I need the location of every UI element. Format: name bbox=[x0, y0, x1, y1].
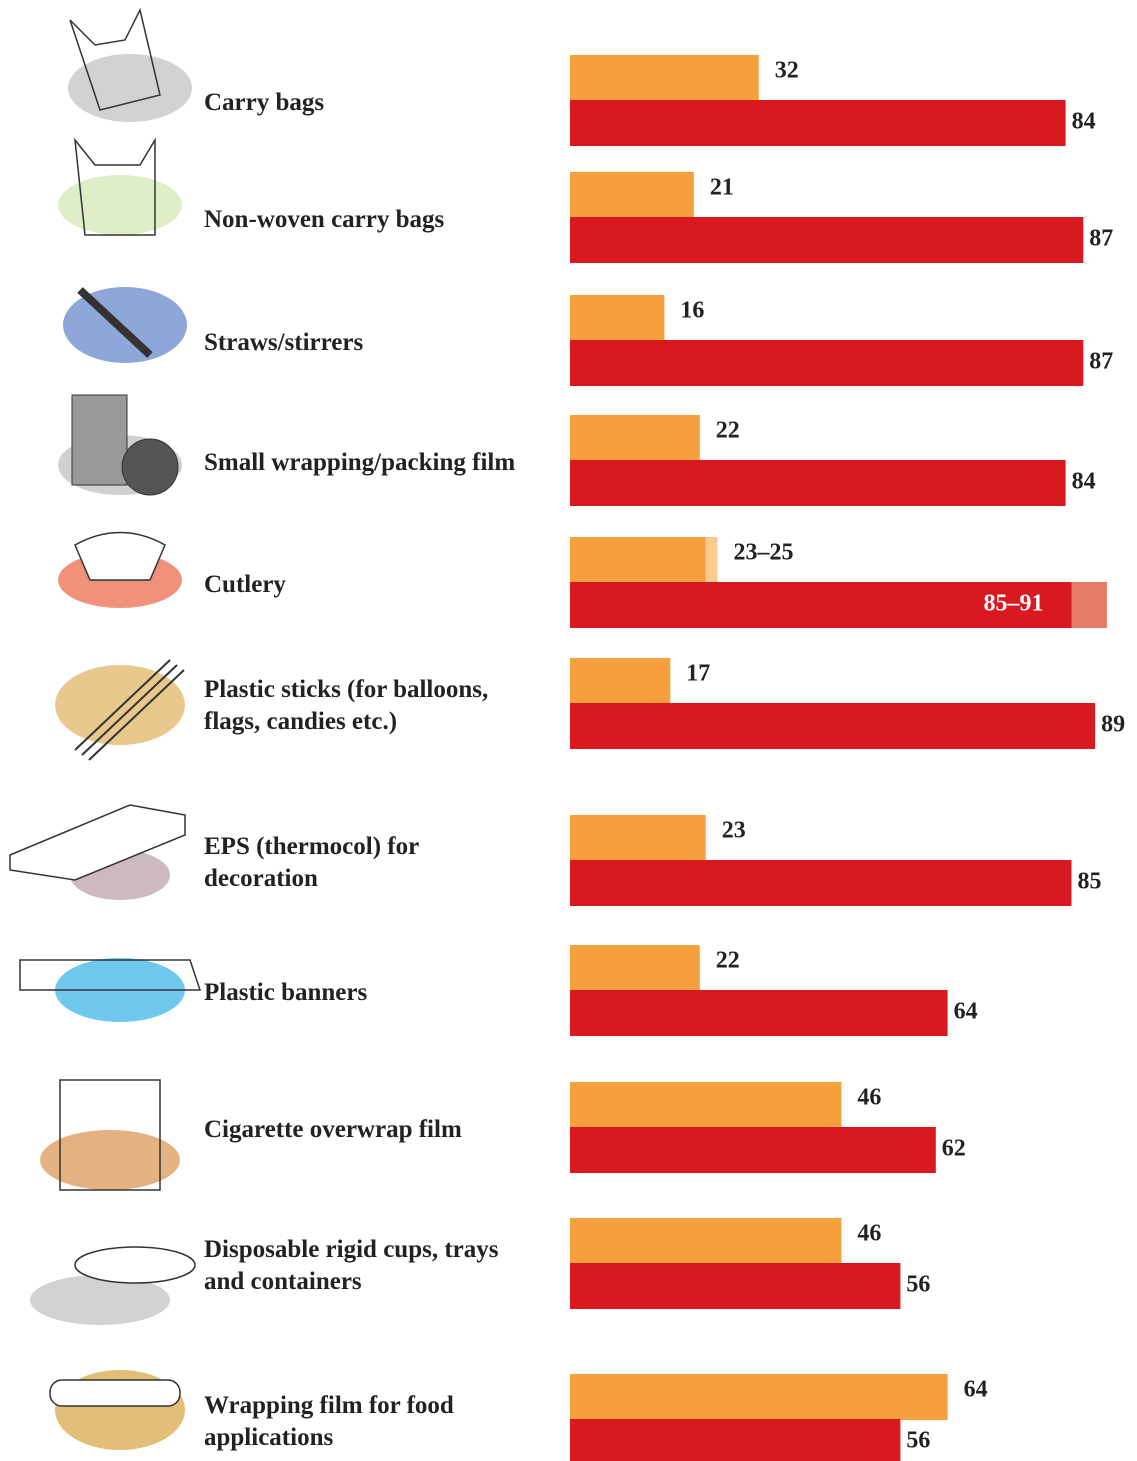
icon bbox=[19, 959, 202, 991]
bar-range bbox=[1071, 582, 1107, 628]
value-label: 85 bbox=[1078, 869, 1102, 895]
category-label: Cigarette overwrap film bbox=[204, 1116, 462, 1143]
value-label: 56 bbox=[906, 1428, 930, 1454]
value-label: 17 bbox=[686, 661, 710, 687]
icon bbox=[63, 287, 187, 363]
bar bbox=[570, 1263, 901, 1309]
icon bbox=[59, 1079, 161, 1191]
bar bbox=[570, 703, 1096, 749]
value-label: 62 bbox=[942, 1136, 966, 1162]
icon bbox=[40, 1130, 180, 1190]
value-label: 64 bbox=[954, 999, 978, 1025]
value-label: 84 bbox=[1072, 109, 1096, 135]
value-label: 56 bbox=[906, 1272, 930, 1298]
bar bbox=[570, 1374, 948, 1420]
category-label: Plastic sticks (for balloons, flags, can… bbox=[204, 676, 489, 735]
value-label: 16 bbox=[680, 298, 704, 324]
bar bbox=[570, 295, 665, 341]
icon bbox=[49, 1379, 181, 1407]
icon bbox=[71, 394, 128, 486]
value-label: 32 bbox=[775, 58, 799, 84]
bar bbox=[570, 1419, 901, 1461]
bar bbox=[570, 945, 700, 991]
icon bbox=[58, 175, 182, 235]
value-label: 23–25 bbox=[734, 540, 794, 566]
icon bbox=[9, 804, 186, 881]
category-label: Cutlery bbox=[204, 571, 286, 598]
bar bbox=[570, 860, 1072, 906]
icon bbox=[73, 137, 156, 236]
value-label: 46 bbox=[857, 1085, 881, 1111]
bar bbox=[570, 990, 948, 1036]
bar bbox=[570, 1127, 936, 1173]
icon bbox=[68, 54, 192, 122]
category-label: Carry bags bbox=[204, 89, 325, 116]
icon bbox=[74, 531, 166, 581]
bar bbox=[570, 658, 671, 704]
bar bbox=[570, 172, 694, 218]
category-label: Wrapping film for food applications bbox=[204, 1392, 454, 1451]
value-label: 23 bbox=[722, 818, 746, 844]
value-label: 22 bbox=[716, 948, 740, 974]
value-label: 84 bbox=[1072, 469, 1096, 495]
value-label: 89 bbox=[1101, 712, 1125, 738]
icons bbox=[9, 7, 202, 1450]
bar bbox=[570, 217, 1084, 263]
bar-range bbox=[705, 537, 718, 583]
value-label: 46 bbox=[857, 1221, 881, 1247]
bar bbox=[570, 100, 1066, 146]
icon bbox=[55, 665, 185, 745]
icon bbox=[74, 659, 185, 761]
category-label: Plastic banners bbox=[204, 979, 368, 1006]
bar bbox=[570, 55, 759, 101]
value-label: 87 bbox=[1089, 349, 1113, 375]
value-label: 21 bbox=[710, 175, 734, 201]
category-label: Non-woven carry bags bbox=[204, 206, 445, 233]
category-label: Disposable rigid cups, trays and contain… bbox=[204, 1236, 499, 1295]
category-label: Straws/stirrers bbox=[204, 329, 364, 356]
bar bbox=[570, 815, 706, 861]
category-label: Small wrapping/packing film bbox=[204, 449, 516, 476]
bar bbox=[570, 537, 706, 583]
icon bbox=[121, 438, 179, 496]
bar bbox=[570, 1082, 842, 1128]
value-label: 87 bbox=[1089, 226, 1113, 252]
value-label: 64 bbox=[964, 1377, 988, 1403]
bar bbox=[570, 1218, 842, 1264]
icon bbox=[74, 1246, 196, 1284]
category-label: EPS (thermocol) for decoration bbox=[204, 833, 420, 892]
bar bbox=[570, 415, 700, 461]
icon bbox=[30, 1275, 170, 1325]
icon bbox=[77, 287, 153, 358]
bar bbox=[570, 340, 1084, 386]
value-label: 22 bbox=[716, 418, 740, 444]
value-label: 85–91 bbox=[984, 591, 1044, 617]
icon bbox=[69, 7, 161, 111]
bar bbox=[570, 582, 1072, 628]
bar bbox=[570, 460, 1066, 506]
